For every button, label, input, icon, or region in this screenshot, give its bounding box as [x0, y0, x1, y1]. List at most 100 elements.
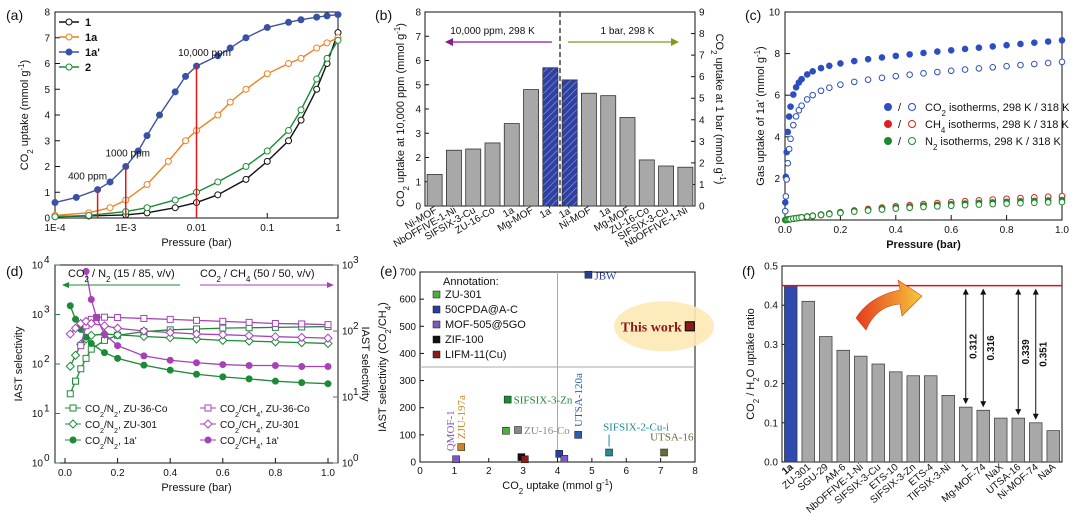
data-point — [324, 362, 332, 370]
legend-marker — [65, 48, 73, 56]
bar — [801, 300, 815, 463]
label-part: / — [89, 268, 98, 280]
label-part: 2 — [100, 442, 104, 451]
label-part: 2 — [752, 399, 761, 403]
bar — [600, 95, 617, 207]
data-point — [864, 76, 872, 83]
data-point — [193, 359, 200, 367]
label-part: ) — [19, 60, 31, 64]
data-point — [70, 323, 81, 333]
data-point — [140, 314, 148, 322]
data-point — [1003, 62, 1010, 70]
label-part: CH — [230, 268, 246, 280]
data-point — [784, 128, 792, 136]
label-part: H — [745, 382, 757, 390]
gap-label: 0.351 — [1039, 341, 1050, 366]
data-point — [296, 332, 307, 343]
data-point — [790, 91, 797, 98]
x-tick-label: 1 — [335, 223, 341, 234]
data-point — [100, 330, 108, 338]
data-point — [324, 380, 332, 388]
label-part: / — [104, 420, 107, 431]
y-tick-label-right: 6 — [699, 72, 705, 83]
series-line — [54, 32, 339, 218]
data-point — [313, 85, 321, 93]
x-tick-label: 0.1 — [260, 223, 274, 234]
data-point — [285, 126, 293, 134]
data-point — [65, 361, 75, 371]
y-tick-label-right: 10 — [342, 393, 354, 404]
gap-label: 0.316 — [986, 335, 997, 360]
label-part: isotherms, 298 K / 318 K — [946, 102, 1070, 114]
data-point — [82, 267, 90, 275]
data-point — [297, 16, 305, 24]
label-part: 2 — [106, 275, 110, 284]
y-tick-label-right: 2 — [699, 158, 705, 169]
bar — [924, 375, 938, 463]
data-point — [242, 163, 250, 170]
legend-label: 1 — [85, 17, 91, 29]
data-point — [878, 74, 886, 82]
data-point — [798, 102, 805, 110]
series-line — [85, 271, 328, 368]
data-point — [1003, 41, 1010, 49]
arrow-head — [962, 398, 969, 405]
x-tick-label: 5 — [589, 466, 595, 477]
data-point — [93, 314, 101, 322]
y-axis-label: IAST selectivity (CO2/CH4) — [377, 302, 393, 432]
y-tick-exponent: 3 — [353, 255, 359, 266]
x-tick-label: 0.6 — [944, 225, 958, 236]
bar — [941, 395, 955, 463]
label-part: , ZU-301 — [118, 420, 157, 431]
label-part: / — [104, 436, 107, 447]
data-point — [574, 431, 582, 439]
y-tick-label-left: 5 — [415, 80, 421, 91]
data-point — [218, 329, 228, 340]
label-part: 2 — [235, 426, 239, 435]
panel-label: (b) — [375, 7, 392, 23]
data-point — [781, 207, 789, 215]
data-point — [503, 395, 512, 404]
label-part: CO — [395, 190, 407, 207]
y-tick-label: 2 — [44, 162, 50, 173]
label-part: 4 — [256, 410, 260, 419]
legend-marker — [68, 419, 78, 429]
y-tick-label: 8 — [774, 49, 780, 60]
bar — [1029, 422, 1043, 463]
data-point — [219, 317, 227, 325]
data-point — [244, 336, 254, 346]
y-tick-label-left: 1 — [415, 177, 421, 188]
data-point — [171, 88, 179, 96]
data-point — [864, 207, 872, 214]
data-point — [782, 193, 790, 200]
label-part: N — [925, 136, 933, 148]
y-tick-label-right: 5 — [699, 94, 705, 105]
data-point — [1017, 199, 1024, 207]
gap-label: 0.339 — [1021, 339, 1032, 364]
y-tick-label: 6 — [44, 59, 50, 70]
left-title: CO2 / N2 (15 / 85, v/v) — [68, 268, 175, 284]
data-point — [514, 426, 522, 434]
label-part: (15 / 85, v/v) — [110, 268, 174, 280]
y-tick-label: 4 — [44, 111, 50, 122]
data-point — [555, 450, 563, 458]
legend-label: 2 — [85, 62, 91, 74]
y-tick-label-left: 0 — [415, 202, 421, 213]
label-part: IAST selectivity ( — [377, 350, 389, 432]
data-point — [934, 48, 941, 55]
point-label: UTSA-16 — [650, 432, 694, 444]
data-point — [803, 213, 811, 220]
data-point — [143, 181, 151, 189]
data-point — [605, 448, 613, 457]
data-point — [684, 321, 695, 332]
data-point — [521, 455, 529, 464]
y-tick-label: 1 — [44, 188, 50, 199]
annotation-label: MOF-505@5GO — [445, 319, 526, 331]
data-point — [218, 335, 228, 346]
y-tick-label-left: 10 — [32, 310, 44, 321]
bar — [976, 409, 990, 463]
y-tick-label: 300 — [399, 376, 416, 387]
data-point — [298, 320, 306, 328]
data-point — [100, 313, 108, 321]
y-tick-exponent: 3 — [44, 305, 50, 316]
